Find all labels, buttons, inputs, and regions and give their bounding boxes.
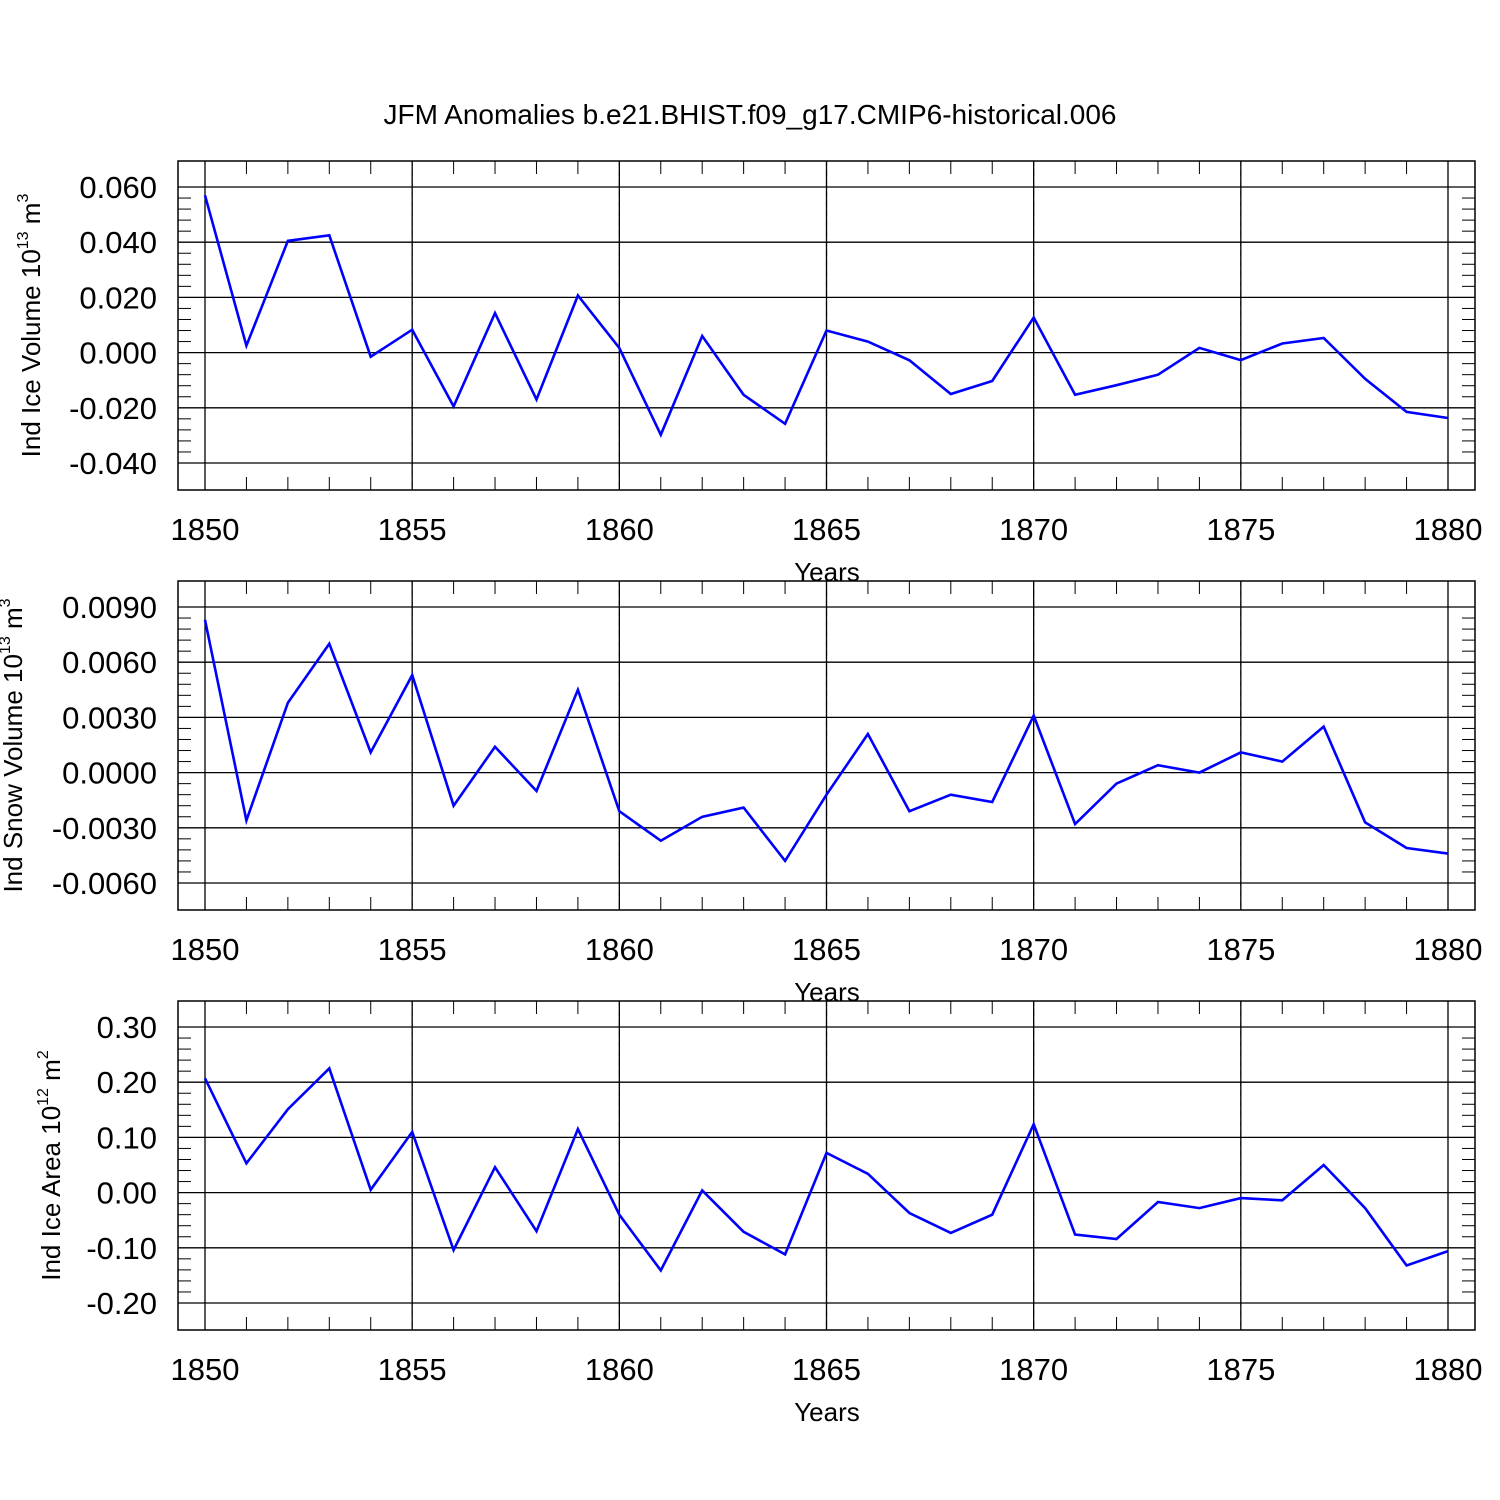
x-tick-label: 1875 (1206, 512, 1275, 547)
y-tick-label: 0.020 (79, 280, 157, 315)
x-tick-label: 1870 (999, 932, 1068, 967)
y-axis-title-unit: m (0, 607, 28, 636)
x-tick-label: 1875 (1206, 1352, 1275, 1387)
x-tick-label: 1875 (1206, 932, 1275, 967)
chart-title: JFM Anomalies b.e21.BHIST.f09_g17.CMIP6-… (383, 99, 1116, 130)
chart-panel-1: -0.040 -0.020 0.000 0.020 0.040 0.060 1850 1855… (15, 160, 1483, 587)
x-tick-label: 1865 (792, 512, 861, 547)
y-tick-label: 0.0060 (62, 645, 157, 680)
y-axis-title: Ind Ice Area 1012 m2 (35, 1050, 66, 1281)
series-line (203, 619, 1449, 864)
x-tick-label: 1850 (171, 1352, 240, 1387)
y-axis-title-unit-exponent: 2 (35, 1050, 52, 1059)
series-line (203, 1066, 1449, 1273)
y-axis-title-exponent: 13 (15, 231, 32, 249)
x-tick-label: 1850 (171, 932, 240, 967)
y-tick-label: -0.0030 (52, 811, 157, 846)
y-tick-label: 0.0000 (62, 756, 157, 791)
y-axis-title-exponent: 12 (35, 1088, 52, 1106)
x-axis-title: Years (794, 1397, 860, 1427)
y-tick-label: -0.040 (69, 446, 157, 481)
y-tick-label: 0.060 (79, 170, 157, 205)
y-tick-label: -0.020 (69, 391, 157, 426)
x-tick-label: 1855 (378, 1352, 447, 1387)
x-tick-label: 1855 (378, 932, 447, 967)
y-tick-label: 0.0090 (62, 590, 157, 625)
x-tick-label: 1865 (792, 932, 861, 967)
y-tick-label: 0.20 (97, 1065, 157, 1100)
y-tick-label: 0.30 (97, 1010, 157, 1045)
y-axis-title-exponent: 13 (0, 636, 14, 654)
y-axis-title-unit: m (36, 1059, 66, 1088)
x-tick-label: 1860 (585, 1352, 654, 1387)
x-tick-label: 1860 (585, 512, 654, 547)
x-tick-label: 1870 (999, 1352, 1068, 1387)
y-tick-label: 0.00 (97, 1176, 157, 1211)
y-tick-label: -0.0060 (52, 866, 157, 901)
x-tick-label: 1855 (378, 512, 447, 547)
x-tick-label: 1880 (1414, 1352, 1483, 1387)
y-axis-title-unit-exponent: 3 (15, 194, 32, 203)
y-tick-label: 0.000 (79, 336, 157, 371)
x-tick-label: 1865 (792, 1352, 861, 1387)
y-axis-title-unit-exponent: 3 (0, 598, 14, 607)
y-tick-label: 0.040 (79, 225, 157, 260)
y-tick-label: 0.0030 (62, 700, 157, 735)
y-axis-title: Ind Ice Volume 1013 m3 (15, 194, 46, 458)
x-tick-label: 1860 (585, 932, 654, 967)
y-axis-title-text: Ind Ice Volume 10 (16, 249, 46, 457)
y-axis-title-text: Ind Ice Area 10 (36, 1106, 66, 1281)
y-tick-label: -0.20 (86, 1286, 157, 1321)
y-tick-label: -0.10 (86, 1231, 157, 1266)
y-axis-title-text: Ind Snow Volume 10 (0, 654, 28, 893)
series-line (203, 194, 1449, 438)
chart-panel-2: -0.0060 -0.0030 0.0000 0.0030 0.0060 0.0090 18… (0, 580, 1483, 1007)
y-axis-title: Ind Snow Volume 1013 m3 (0, 598, 28, 892)
x-tick-label: 1850 (171, 512, 240, 547)
x-tick-label: 1880 (1414, 932, 1483, 967)
x-tick-label: 1880 (1414, 512, 1483, 547)
y-axis-title-unit: m (16, 203, 46, 232)
y-tick-label: 0.10 (97, 1120, 157, 1155)
chart-panel-3: -0.20 -0.10 0.00 0.10 0.20 0.30 1850 1855 1860 18… (35, 1000, 1483, 1427)
x-tick-label: 1870 (999, 512, 1068, 547)
